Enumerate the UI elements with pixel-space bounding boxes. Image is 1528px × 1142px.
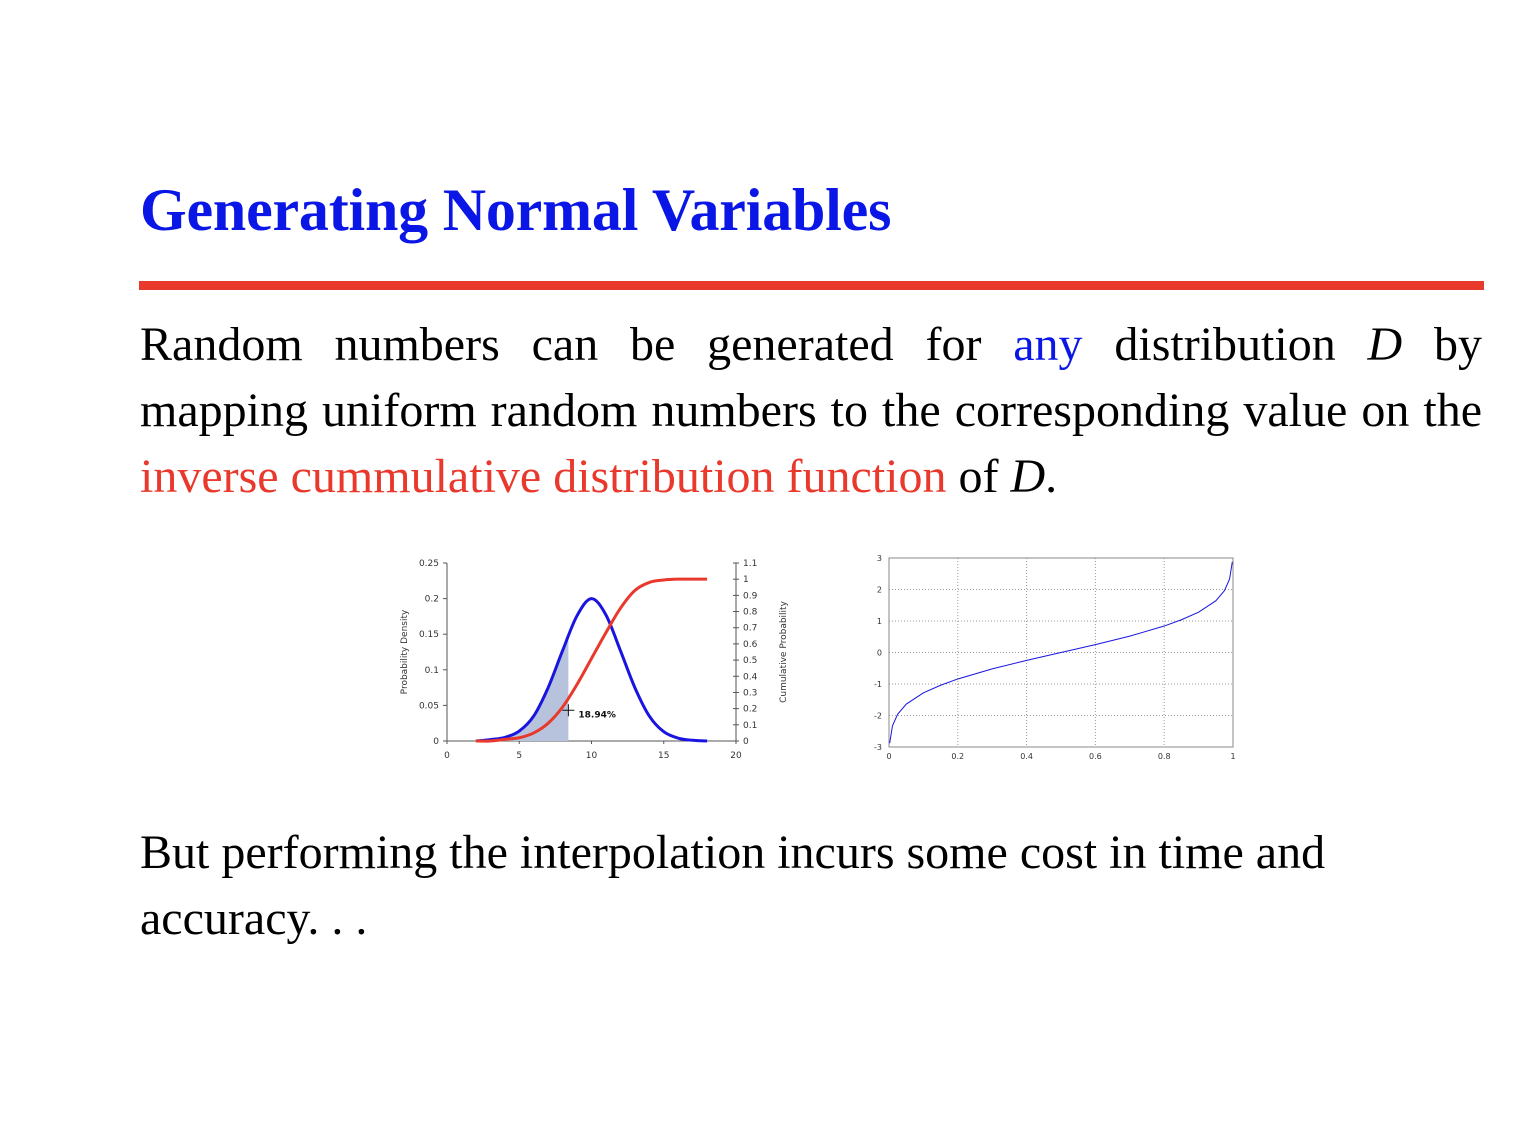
- y-tick-label: 0.2: [425, 595, 439, 605]
- shaded-area: [475, 636, 569, 741]
- y-tick-label: 0.1: [425, 666, 439, 676]
- y2-tick-label: 0.3: [743, 688, 757, 698]
- pdf-curve: [475, 597, 708, 743]
- intro-paragraph: Random numbers can be generated for any …: [140, 312, 1482, 510]
- intro-text-2: distribution: [1082, 318, 1368, 371]
- intro-text-4: of: [946, 450, 1011, 503]
- inverse-cdf-curve: [889, 561, 1233, 744]
- y2-tick-label: 0.8: [743, 608, 758, 618]
- y-tick-label: -2: [874, 712, 882, 721]
- y-tick-label: 0.25: [419, 559, 439, 569]
- y2-axis-label: Cumulative Probability: [779, 600, 789, 702]
- highlight-any: any: [1013, 318, 1083, 371]
- variable-d: D: [1010, 450, 1046, 503]
- x-tick-label: 10: [586, 751, 598, 761]
- intro-text-1: Random numbers can be generated for: [140, 318, 1014, 371]
- y-tick-label: 0.05: [419, 701, 439, 711]
- y2-tick-label: 0: [743, 737, 749, 747]
- y-tick-label: 1: [877, 617, 882, 626]
- y2-tick-label: 0.9: [743, 591, 758, 601]
- highlight-inverse-cdf: inverse cummulative distribution functio…: [140, 450, 947, 503]
- x-tick-label: 5: [516, 751, 522, 761]
- y2-tick-label: 0.5: [743, 656, 757, 666]
- y-tick-label: -1: [874, 680, 882, 689]
- x-tick-label: 0: [886, 752, 891, 761]
- x-tick-label: 20: [730, 751, 742, 761]
- y2-tick-label: 0.1: [743, 721, 757, 731]
- y-tick-label: -3: [874, 743, 882, 752]
- y2-tick-label: 0.4: [743, 672, 758, 682]
- annotation-label: 18.94%: [578, 710, 616, 720]
- y2-tick-label: 0.6: [743, 640, 758, 650]
- y-axis-label: Probability Density: [400, 609, 410, 694]
- y-tick-label: 0: [877, 649, 882, 658]
- y2-tick-label: 1.1: [743, 559, 757, 569]
- x-tick-label: 0.8: [1158, 752, 1171, 761]
- cdf-curve: [475, 577, 708, 743]
- y2-tick-label: 0.7: [743, 624, 757, 634]
- x-tick-label: 0: [444, 751, 450, 761]
- title-divider: [139, 281, 1484, 290]
- closing-paragraph: But performing the interpolation incurs …: [140, 826, 1326, 945]
- slide-title: Generating Normal Variables: [140, 177, 892, 243]
- y2-tick-label: 0.2: [743, 705, 757, 715]
- intro-text-3: by mapping uniform random numbers to the…: [140, 318, 1483, 437]
- x-tick-label: 15: [658, 751, 669, 761]
- y2-tick-label: 1: [743, 575, 749, 585]
- variable-d: D: [1367, 318, 1403, 371]
- y-tick-label: 3: [877, 554, 882, 563]
- y-tick-label: 2: [877, 586, 882, 595]
- y-tick-label: 0.15: [419, 630, 439, 640]
- x-tick-label: 0.6: [1089, 752, 1102, 761]
- normal-pdf-cdf-chart: 0 0.05 0.1 0.15 0.2 0.25 0 0.1 0.2 0.3 0.4 0.5 0.6 0.…: [400, 559, 789, 761]
- intro-text-5: .: [1045, 450, 1058, 503]
- x-tick-label: 0.4: [1020, 752, 1033, 761]
- y-tick-label: 0: [433, 737, 439, 747]
- plot-frame: [888, 557, 1234, 748]
- inverse-cdf-chart: 0 0.2 0.4 0.6 0.8 1 -3 -2 -1 0 1 2 3: [874, 554, 1236, 761]
- x-tick-label: 1: [1230, 752, 1235, 761]
- x-tick-label: 0.2: [951, 752, 964, 761]
